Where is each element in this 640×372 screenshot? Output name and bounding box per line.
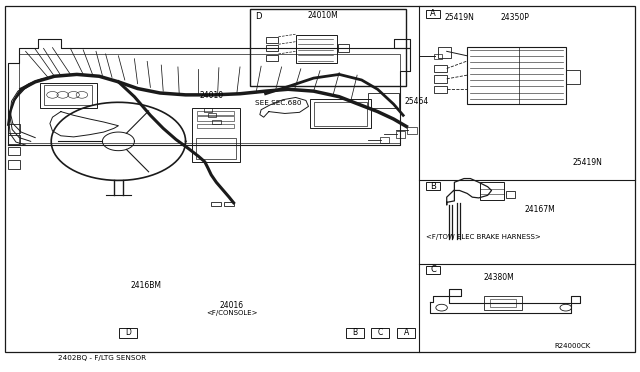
Bar bbox=[426, 10, 440, 18]
Bar bbox=[8, 147, 20, 155]
Text: 24380M: 24380M bbox=[484, 273, 515, 282]
Bar bbox=[192, 108, 240, 162]
Bar bbox=[211, 202, 221, 206]
Bar bbox=[8, 160, 20, 169]
Text: SEE SEC.680: SEE SEC.680 bbox=[255, 100, 301, 106]
Bar bbox=[396, 131, 405, 138]
Bar bbox=[426, 182, 440, 190]
Bar bbox=[506, 191, 515, 198]
Bar bbox=[296, 35, 337, 63]
Bar bbox=[212, 120, 221, 124]
Bar bbox=[467, 46, 566, 104]
Bar bbox=[434, 65, 447, 72]
Text: 25419N: 25419N bbox=[445, 13, 474, 22]
Bar bbox=[196, 138, 236, 159]
Bar bbox=[434, 75, 447, 83]
Bar bbox=[490, 299, 516, 307]
Text: 25464: 25464 bbox=[404, 97, 429, 106]
Text: C: C bbox=[378, 328, 383, 337]
Text: 24016: 24016 bbox=[220, 301, 244, 310]
Bar bbox=[40, 83, 97, 108]
Bar bbox=[426, 266, 440, 274]
Text: <F/TOW ELEC BRAKE HARNESS>: <F/TOW ELEC BRAKE HARNESS> bbox=[426, 234, 541, 240]
Text: D: D bbox=[255, 12, 261, 21]
Bar bbox=[44, 85, 92, 105]
Text: R24000CK: R24000CK bbox=[555, 343, 591, 349]
Bar bbox=[266, 55, 278, 61]
Bar bbox=[338, 44, 349, 52]
Bar bbox=[434, 86, 447, 93]
Bar bbox=[368, 93, 399, 108]
Bar bbox=[266, 45, 278, 51]
Text: D: D bbox=[125, 328, 131, 337]
Text: C: C bbox=[430, 265, 436, 274]
Bar bbox=[407, 127, 417, 134]
Text: 24010: 24010 bbox=[199, 92, 223, 100]
Bar bbox=[197, 124, 234, 128]
Text: B: B bbox=[430, 182, 436, 190]
Bar bbox=[224, 202, 234, 206]
Text: A: A bbox=[404, 328, 409, 337]
Bar bbox=[380, 137, 389, 143]
Bar bbox=[8, 124, 20, 133]
Bar bbox=[266, 37, 278, 43]
Bar bbox=[204, 108, 212, 112]
Bar bbox=[119, 328, 137, 338]
Bar bbox=[566, 70, 580, 84]
Bar bbox=[208, 113, 216, 117]
Bar bbox=[8, 135, 20, 144]
Bar bbox=[197, 111, 234, 115]
Bar bbox=[480, 182, 504, 200]
Text: B: B bbox=[352, 328, 357, 337]
Bar bbox=[438, 47, 451, 58]
Text: A: A bbox=[431, 9, 436, 18]
Text: 25419N: 25419N bbox=[573, 158, 603, 167]
Text: <F/CONSOLE>: <F/CONSOLE> bbox=[206, 310, 257, 316]
Bar bbox=[434, 54, 442, 59]
Text: 24350P: 24350P bbox=[500, 13, 530, 22]
Bar bbox=[484, 296, 522, 310]
Bar bbox=[346, 328, 364, 338]
Text: 2402BQ - F/LTG SENSOR: 2402BQ - F/LTG SENSOR bbox=[58, 355, 146, 361]
Bar bbox=[397, 328, 415, 338]
Text: 24010M: 24010M bbox=[308, 12, 339, 20]
Bar bbox=[197, 116, 234, 121]
Bar bbox=[371, 328, 389, 338]
Bar bbox=[314, 102, 367, 126]
Text: 2416BM: 2416BM bbox=[131, 281, 161, 290]
Text: 24167M: 24167M bbox=[525, 205, 556, 214]
Bar bbox=[310, 99, 371, 128]
Bar bbox=[250, 9, 406, 86]
